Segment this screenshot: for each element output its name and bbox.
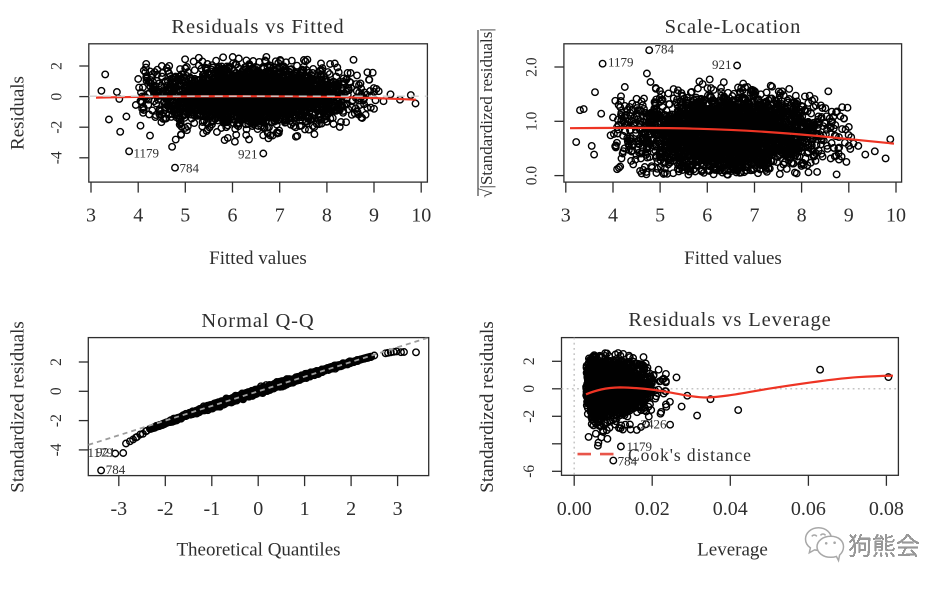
svg-text:1179: 1179 <box>627 439 653 454</box>
svg-text:784: 784 <box>618 454 638 469</box>
svg-text:6: 6 <box>228 205 238 227</box>
svg-text:-2: -2 <box>48 121 65 134</box>
svg-text:Scale-Location: Scale-Location <box>665 16 802 38</box>
svg-text:√|Standardized residuals|: √|Standardized residuals| <box>477 28 496 198</box>
svg-text:1179: 1179 <box>87 445 113 460</box>
svg-text:Residuals: Residuals <box>8 76 29 150</box>
svg-text:784: 784 <box>655 42 675 57</box>
svg-text:10: 10 <box>886 205 906 227</box>
svg-text:4: 4 <box>608 205 618 227</box>
svg-text:Theoretical Quantiles: Theoretical Quantiles <box>176 539 340 560</box>
svg-text:Residuals vs Leverage: Residuals vs Leverage <box>628 309 831 331</box>
svg-text:1179: 1179 <box>134 145 160 160</box>
svg-text:2426: 2426 <box>641 417 668 432</box>
svg-text:0: 0 <box>521 385 538 393</box>
svg-text:921: 921 <box>238 147 258 162</box>
svg-text:0.00: 0.00 <box>557 498 592 520</box>
svg-text:2: 2 <box>48 62 65 70</box>
svg-text:0.04: 0.04 <box>713 498 748 520</box>
svg-text:3: 3 <box>86 205 96 227</box>
svg-text:Normal Q-Q: Normal Q-Q <box>201 310 314 332</box>
svg-text:5: 5 <box>180 205 190 227</box>
svg-text:921: 921 <box>96 445 116 460</box>
svg-text:6: 6 <box>702 205 712 227</box>
svg-text:Fitted values: Fitted values <box>209 248 307 269</box>
svg-text:0.0: 0.0 <box>523 166 540 186</box>
svg-text:7: 7 <box>750 205 760 227</box>
svg-text:784: 784 <box>180 160 200 175</box>
svg-text:784: 784 <box>106 462 126 477</box>
svg-text:Standardized residuals: Standardized residuals <box>8 321 29 492</box>
svg-text:Leverage: Leverage <box>697 540 768 561</box>
svg-text:2: 2 <box>521 357 538 365</box>
svg-text:10: 10 <box>411 205 431 227</box>
svg-text:1: 1 <box>300 498 310 520</box>
svg-text:0.02: 0.02 <box>635 498 670 520</box>
svg-text:-6: -6 <box>521 465 538 478</box>
svg-text:-1: -1 <box>203 498 220 520</box>
svg-text:0: 0 <box>48 387 65 395</box>
svg-text:8: 8 <box>797 205 807 227</box>
svg-text:2: 2 <box>346 498 356 520</box>
svg-text:9: 9 <box>844 205 854 227</box>
svg-text:1.0: 1.0 <box>523 111 540 131</box>
svg-text:8: 8 <box>322 205 332 227</box>
svg-text:-2: -2 <box>48 414 65 427</box>
svg-text:5: 5 <box>655 205 665 227</box>
svg-text:Fitted values: Fitted values <box>684 248 782 269</box>
svg-text:7: 7 <box>275 205 285 227</box>
svg-text:-3: -3 <box>110 498 127 520</box>
svg-text:Cook's distance: Cook's distance <box>628 445 752 465</box>
svg-text:3: 3 <box>561 205 571 227</box>
svg-text:Standardized residuals: Standardized residuals <box>477 321 498 492</box>
svg-text:2.0: 2.0 <box>523 57 540 77</box>
svg-text:0: 0 <box>48 92 65 100</box>
svg-text:-4: -4 <box>48 443 65 456</box>
svg-text:0: 0 <box>253 498 263 520</box>
svg-text:-4: -4 <box>48 151 65 164</box>
svg-text:Residuals vs Fitted: Residuals vs Fitted <box>171 16 344 38</box>
svg-text:1179: 1179 <box>608 54 634 69</box>
svg-text:0.06: 0.06 <box>791 498 826 520</box>
svg-text:3: 3 <box>393 498 403 520</box>
svg-text:4: 4 <box>133 205 143 227</box>
svg-text:921: 921 <box>712 57 732 72</box>
svg-text:-2: -2 <box>157 498 174 520</box>
svg-text:2: 2 <box>48 358 65 366</box>
svg-text:0.08: 0.08 <box>869 498 904 520</box>
svg-text:9: 9 <box>369 205 379 227</box>
svg-text:-2: -2 <box>521 410 538 423</box>
